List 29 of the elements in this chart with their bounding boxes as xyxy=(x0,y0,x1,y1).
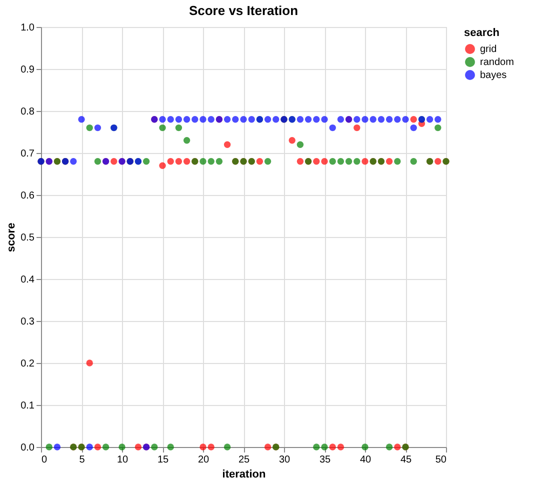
legend-label: grid xyxy=(480,44,497,55)
x-tick-label: 25 xyxy=(238,454,250,466)
x-tick-label: 40 xyxy=(360,454,372,466)
y-tick-label: 0.8 xyxy=(20,106,35,118)
chart-title: Score vs Iteration xyxy=(188,3,298,18)
legend-title: search xyxy=(464,27,500,39)
y-tick-label: 0.5 xyxy=(20,232,35,244)
x-tick-label: 5 xyxy=(79,454,86,466)
x-tick-label: 10 xyxy=(116,454,128,466)
legend-label: random xyxy=(480,57,514,68)
y-tick-label: 0.2 xyxy=(20,358,35,370)
y-tick-label: 0.7 xyxy=(20,148,35,160)
y-tick-label: 0.6 xyxy=(20,190,35,202)
y-tick-label: 0.4 xyxy=(20,274,35,286)
y-tick-label: 0.3 xyxy=(20,316,35,328)
x-tick-label: 0 xyxy=(42,454,48,466)
y-tick-label: 0.1 xyxy=(20,400,35,412)
x-tick-label: 15 xyxy=(157,454,169,466)
y-axis-title: score xyxy=(6,222,18,252)
x-tick-label: 45 xyxy=(400,454,412,466)
y-tick-label: 0.9 xyxy=(20,64,35,76)
x-tick-label: 35 xyxy=(319,454,331,466)
x-tick-label: 30 xyxy=(278,454,290,466)
y-tick-label: 0.0 xyxy=(20,442,35,454)
x-tick-label: 50 xyxy=(435,454,447,466)
legend-label: bayes xyxy=(480,70,507,81)
x-axis-title: iteration xyxy=(222,468,266,480)
y-tick-label: 1.0 xyxy=(20,22,35,34)
x-tick-label: 20 xyxy=(198,454,210,466)
